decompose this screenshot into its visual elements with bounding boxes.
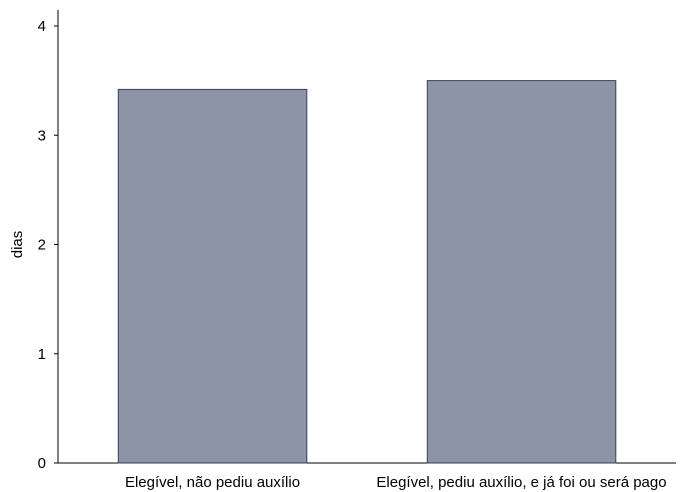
y-axis: 0 1 2 3 4 bbox=[38, 10, 59, 472]
bars bbox=[117, 80, 617, 464]
y-tick-label: 1 bbox=[38, 346, 46, 363]
bar bbox=[117, 88, 308, 464]
x-category-label: Elegível, pediu auxílio, e já foi ou ser… bbox=[376, 474, 666, 491]
category-labels: Elegível, não pediu auxílio Elegível, ped… bbox=[125, 474, 667, 491]
x-category-label: Elegível, não pediu auxílio bbox=[125, 474, 300, 491]
y-tick-label: 0 bbox=[38, 455, 46, 472]
y-axis-title: dias bbox=[9, 231, 26, 259]
bar bbox=[426, 80, 617, 464]
y-tick-label: 2 bbox=[38, 237, 46, 254]
y-tick-label: 3 bbox=[38, 127, 46, 144]
y-tick-label: 4 bbox=[38, 18, 46, 35]
